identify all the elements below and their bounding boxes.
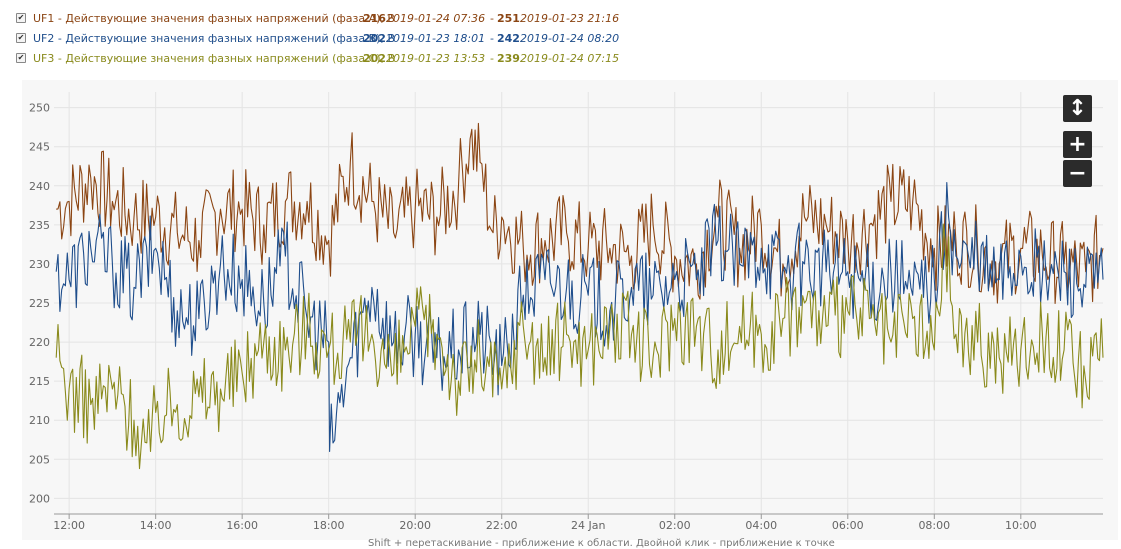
series-label: UF2 - Действующие значения фазных напряж…: [33, 32, 396, 45]
series-max-date: 2019-01-24 08:20: [520, 32, 620, 45]
series-checkbox[interactable]: ✔: [16, 33, 26, 43]
series-max-value: 239: [497, 52, 520, 65]
zoom-in-button[interactable]: +: [1063, 131, 1092, 158]
x-tick-label: 06:00: [832, 519, 864, 532]
chart-hint-text: Shift + перетаскивание - приближение к о…: [368, 538, 835, 549]
x-tick-label: 22:00: [486, 519, 518, 532]
x-tick-label: 04:00: [745, 519, 777, 532]
y-tick-label: 245: [29, 141, 50, 154]
series-max-date: 2019-01-24 07:15: [520, 52, 620, 65]
y-tick-label: 215: [29, 375, 50, 388]
x-tick-label: 16:00: [226, 519, 258, 532]
y-tick-label: 220: [29, 336, 50, 349]
chart-area[interactable]: 200 205 210 215 220 225 230 235 240 245 250 12:00 14…: [22, 80, 1118, 540]
zoom-out-button[interactable]: −: [1063, 160, 1092, 187]
series-min-value: 216: [363, 12, 386, 25]
series-checkbox[interactable]: ✔: [16, 53, 26, 63]
y-tick-label: 250: [29, 102, 50, 115]
series-min-value: 202: [363, 32, 386, 45]
x-tick-label: 24 Jan: [571, 519, 605, 532]
series-min-date: 2019-01-23 13:53: [386, 52, 486, 65]
line-chart[interactable]: 200 205 210 215 220 225 230 235 240 245 250 12:00 14…: [22, 80, 1118, 540]
y-tick-label: 235: [29, 219, 50, 232]
y-tick-label: 240: [29, 180, 50, 193]
range-separator: -: [490, 12, 494, 25]
series-min-date: 2019-01-23 18:01: [386, 32, 486, 45]
y-tick-label: 205: [29, 453, 50, 466]
x-tick-label: 12:00: [53, 519, 85, 532]
range-separator: -: [490, 52, 494, 65]
series-max-value: 242: [497, 32, 520, 45]
series-checkbox[interactable]: ✔: [16, 13, 26, 23]
range-separator: -: [490, 32, 494, 45]
x-tick-label: 02:00: [659, 519, 691, 532]
series-line-uf3[interactable]: [55, 223, 1104, 470]
y-tick-label: 200: [29, 492, 50, 505]
y-tick-label: 230: [29, 258, 50, 271]
y-tick-label: 225: [29, 297, 50, 310]
x-tick-label: 18:00: [313, 519, 345, 532]
series-line-uf1[interactable]: [56, 122, 1104, 305]
x-tick-label: 10:00: [1005, 519, 1037, 532]
series-max-date: 2019-01-23 21:16: [520, 12, 620, 25]
series-label: UF3 - Действующие значения фазных напряж…: [33, 52, 396, 65]
x-tick-label: 08:00: [918, 519, 950, 532]
y-tick-label: 210: [29, 414, 50, 427]
series-min-value: 202: [363, 52, 386, 65]
reset-zoom-button[interactable]: ↕: [1063, 95, 1092, 122]
series-label: UF1 - Действующие значения фазных напряж…: [33, 12, 395, 25]
series-max-value: 251: [497, 12, 520, 25]
x-tick-label: 20:00: [399, 519, 431, 532]
series-min-date: 2019-01-24 07:36: [386, 12, 486, 25]
x-tick-label: 14:00: [140, 519, 172, 532]
series-line-uf2[interactable]: [55, 182, 1104, 453]
